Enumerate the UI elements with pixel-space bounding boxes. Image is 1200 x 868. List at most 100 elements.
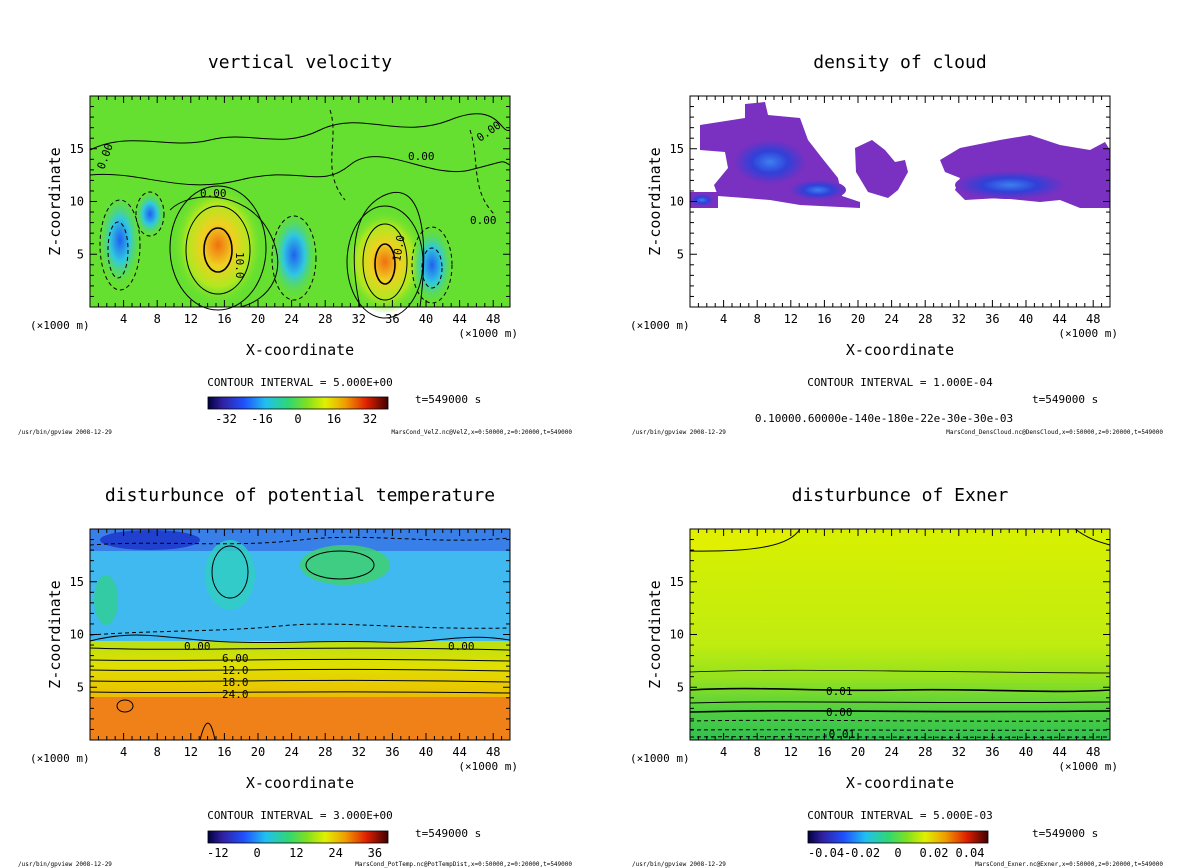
colorbar-tick-label: 32 [363,412,377,426]
x-tick-label: 20 [851,745,865,759]
x-tick-label: 4 [720,745,727,759]
panel-potential-temperature: disturbunce of potential temperature [18,485,572,868]
x-unit-right: (×1000 m) [458,760,518,773]
y-tick-label: 5 [77,247,84,261]
colorbar-ticks: -32 -16 0 16 32 [215,412,377,426]
y-axis-label: Z-coordinate [646,580,664,688]
y-tick-label: 15 [70,142,84,156]
y-axis-label: Z-coordinate [46,147,64,255]
cloud-core [955,171,1065,199]
contour-label: 18.0 [222,676,249,689]
contour-label: 10.0 [390,234,407,262]
y-tick-label: 10 [670,195,684,209]
footer-left: /usr/bin/gpview 2008-12-29 [632,861,726,868]
x-tick-label: 4 [120,745,127,759]
x-tick-label: 40 [419,312,433,326]
contour-label: -0.01 [822,728,855,741]
colorbar-tick-label: -16 [251,412,273,426]
x-unit-right: (×1000 m) [1058,760,1118,773]
colorbar [207,396,389,410]
x-tick-label: 8 [154,312,161,326]
x-tick-label: 40 [419,745,433,759]
colorbar-tick-label: 0.10000.60000e-140e-180e-22e-30e-30e-03 [755,412,1013,425]
x-axis-label: X-coordinate [846,341,954,359]
x-tick-label: 24 [284,745,298,759]
y-tick-label: 15 [70,575,84,589]
y-tick-label: 10 [70,195,84,209]
contour-label: 0.00 [826,706,853,719]
contour-label: 0.00 [200,187,227,200]
x-tick-label: 48 [1086,745,1100,759]
contour-label: 0.01 [826,685,853,698]
contour-interval: CONTOUR INTERVAL = 5.000E-03 [807,809,992,822]
contour-label: 12.0 [222,664,249,677]
x-tick-label: 4 [720,312,727,326]
x-tick-label: 20 [851,312,865,326]
x-tick-label: 36 [385,745,399,759]
colorbar-tick-label: -12 [207,846,229,860]
panel-vertical-velocity: vertical velocity [18,52,572,436]
x-tick-label: 8 [154,745,161,759]
cold-cell [270,210,318,300]
x-tick-label: 12 [184,312,198,326]
contour-label: 6.00 [222,652,249,665]
colorbar-tick-label: 24 [328,846,342,860]
footer-right: MarsCond_VelZ.nc@VelZ,x=0:50000,z=0:2000… [391,429,572,436]
x-tick-label: 4 [120,312,127,326]
plot-field: 0.01 0.00 -0.01 [689,528,1111,741]
x-unit-left: (×1000 m) [630,752,690,765]
plot-field: 0.00 0.00 6.00 12.0 18.0 24.0 [89,529,511,741]
x-tick-label: 28 [918,745,932,759]
warm-cell [345,210,425,314]
x-tick-label: 16 [217,312,231,326]
colorbar-tick-label: 16 [327,412,341,426]
x-axis-label: X-coordinate [246,341,354,359]
time-label: t=549000 s [1032,827,1098,840]
y-tick-label: 15 [670,142,684,156]
time-label: t=549000 s [415,393,481,406]
footer-left: /usr/bin/gpview 2008-12-29 [18,429,112,436]
x-tick-label: 12 [784,745,798,759]
x-tick-label: 20 [251,745,265,759]
colorbar-tick-label: -0.04 [808,846,844,860]
contour-label: 0.00 [448,640,475,653]
x-unit-right: (×1000 m) [458,327,518,340]
x-tick-label: 16 [217,745,231,759]
footer-left: /usr/bin/gpview 2008-12-29 [18,861,112,868]
y-tick-label: 5 [677,247,684,261]
x-unit-left: (×1000 m) [630,319,690,332]
cloud-core [734,140,806,184]
time-label: t=549000 s [415,827,481,840]
x-tick-label: 48 [486,745,500,759]
x-tick-label: 44 [1052,745,1066,759]
x-tick-label: 24 [884,745,898,759]
colorbar-tick-label: 0.04 [956,846,985,860]
plot-field [690,96,1110,307]
panel-title: disturbunce of potential temperature [105,485,495,506]
contour-interval: CONTOUR INTERVAL = 3.000E+00 [207,809,392,822]
contour-interval: CONTOUR INTERVAL = 1.000E-04 [807,376,993,389]
x-tick-label: 16 [817,745,831,759]
x-axis-label: X-coordinate [846,774,954,792]
x-tick-label: 28 [918,312,932,326]
colorbar-tick-label: 0 [253,846,260,860]
colorbar-tick-label: 0 [294,412,301,426]
panel-title: density of cloud [813,52,986,73]
x-axis-label: X-coordinate [246,774,354,792]
x-tick-label: 40 [1019,745,1033,759]
colorbar-tick-label: 36 [368,846,382,860]
panel-density-of-cloud: density of cloud 4 8 12 16 20 24 28 32 36 40 44 485… [630,52,1163,436]
footer-right: MarsCond_DensCloud.nc@DensCloud,x=0:5000… [946,429,1163,436]
colorbar-tick-label: 0.02 [920,846,949,860]
colorbar-tick-label: 0 [894,846,901,860]
contour-label: 10.0 [233,252,246,279]
footer-left: /usr/bin/gpview 2008-12-29 [632,429,726,436]
plot-field: 0.00 0.00 0.00 0.00 0.00 10.0 10.0 [89,96,511,319]
x-tick-label: 40 [1019,312,1033,326]
x-tick-label: 32 [352,312,366,326]
y-tick-label: 5 [77,680,84,694]
x-tick-label: 12 [184,745,198,759]
